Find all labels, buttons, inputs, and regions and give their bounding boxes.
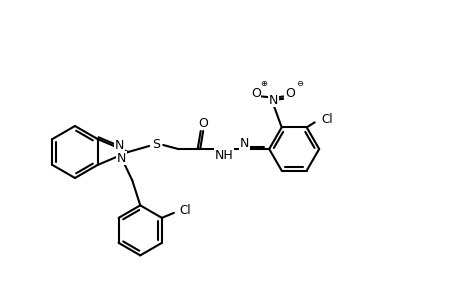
Text: ⊖: ⊖: [296, 79, 302, 88]
Text: N: N: [114, 139, 123, 152]
Text: N: N: [239, 136, 248, 149]
Text: ⊕: ⊕: [260, 79, 267, 88]
Text: O: O: [250, 87, 260, 100]
Text: O: O: [284, 87, 294, 100]
Text: NH: NH: [214, 148, 233, 161]
Text: N: N: [116, 152, 126, 165]
Text: O: O: [198, 116, 207, 130]
Text: S: S: [152, 137, 160, 151]
Text: Cl: Cl: [320, 113, 332, 126]
Text: Cl: Cl: [179, 204, 190, 218]
Text: N: N: [269, 94, 278, 107]
